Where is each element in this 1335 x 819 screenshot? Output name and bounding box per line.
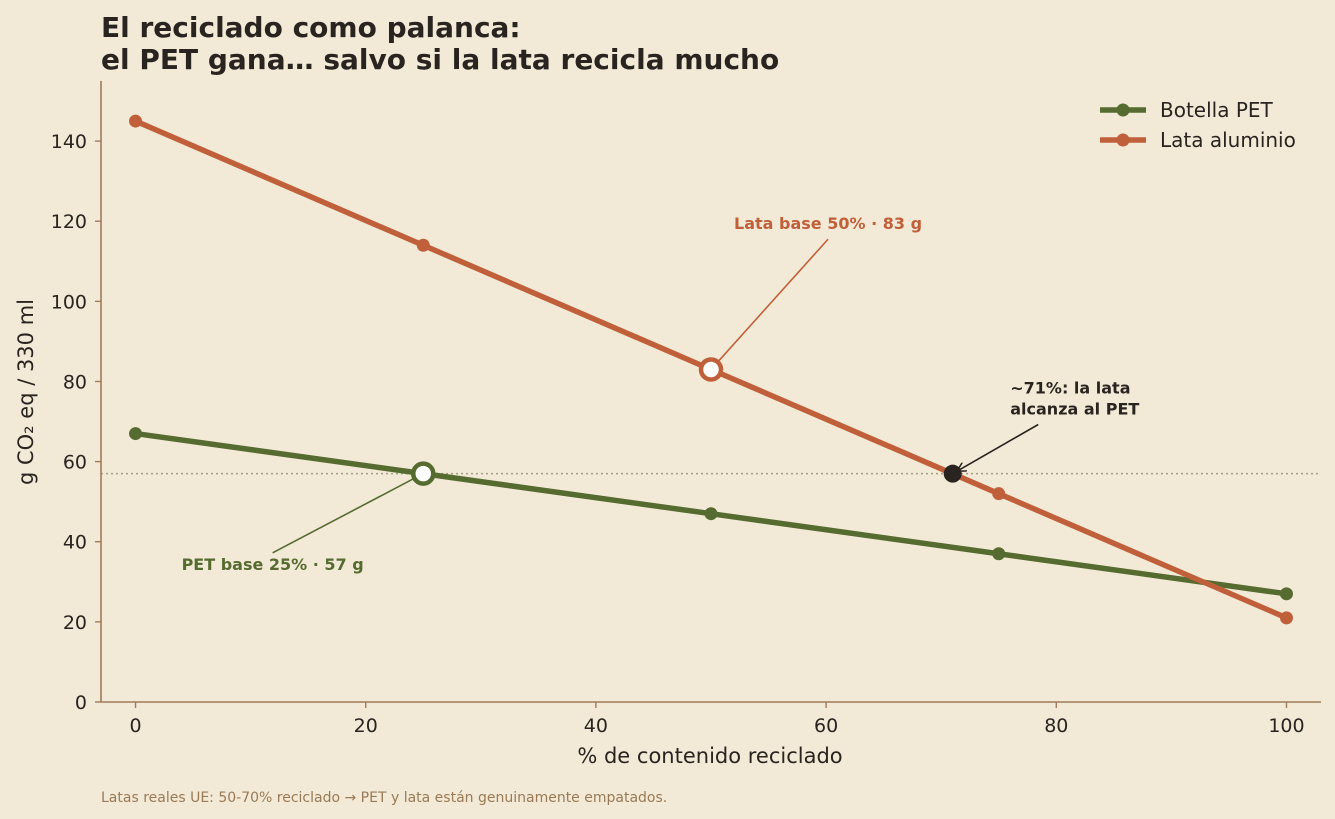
series-0-point-2 xyxy=(704,507,718,521)
legend-label-1: Lata aluminio xyxy=(1160,128,1296,152)
series-1-point-3 xyxy=(992,487,1006,501)
y-tick-label-7: 140 xyxy=(51,131,87,153)
legend-swatch-point-0 xyxy=(1116,103,1130,117)
y-axis-label: g CO₂ eq / 330 ml xyxy=(14,299,38,485)
y-tick-label-3: 60 xyxy=(63,452,87,474)
annotation-1-text-0: PET base 25% · 57 g xyxy=(182,555,364,574)
x-tick-label-5: 100 xyxy=(1268,715,1304,737)
x-tick-label-2: 40 xyxy=(584,715,608,737)
annotation-0-connector xyxy=(718,238,829,362)
series-1-point-1 xyxy=(416,238,430,252)
annotation-2-connector xyxy=(958,423,1039,471)
annotation-0-text-0: Lata base 50% · 83 g xyxy=(734,214,922,233)
legend-label-0: Botella PET xyxy=(1160,98,1274,122)
y-tick-label-4: 80 xyxy=(63,371,87,393)
annotation-2-text-0: ~71%: la lata xyxy=(1010,379,1130,398)
legend-swatch-point-1 xyxy=(1116,133,1130,147)
chart-title-line2: el PET gana… salvo si la lata recicla mu… xyxy=(101,43,779,76)
x-axis-label: % de contenido reciclado xyxy=(577,744,842,768)
chart-title-line1: El reciclado como palanca: xyxy=(101,11,521,44)
highlight-marker-0 xyxy=(411,461,436,486)
annotation-1-connector xyxy=(272,478,414,554)
series-1-point-4 xyxy=(1279,611,1293,625)
series-1-point-0 xyxy=(129,114,143,128)
y-tick-label-6: 120 xyxy=(51,211,87,233)
y-tick-label-0: 0 xyxy=(75,692,87,714)
series-0-point-0 xyxy=(129,427,143,441)
y-tick-label-1: 20 xyxy=(63,612,87,634)
footnote: Latas reales UE: 50-70% reciclado → PET … xyxy=(101,790,667,806)
annotation-2-text-1: alcanza al PET xyxy=(1010,400,1139,419)
x-tick-label-0: 0 xyxy=(129,715,141,737)
highlight-marker-1 xyxy=(698,357,724,382)
x-tick-label-3: 60 xyxy=(814,715,838,737)
y-tick-label-2: 40 xyxy=(63,532,87,554)
y-tick-label-5: 100 xyxy=(51,291,87,313)
crossing-point xyxy=(943,464,962,483)
x-tick-label-4: 80 xyxy=(1044,715,1068,737)
series-0-point-4 xyxy=(1279,587,1293,601)
x-tick-label-1: 20 xyxy=(354,715,378,737)
series-0-point-3 xyxy=(992,547,1006,561)
